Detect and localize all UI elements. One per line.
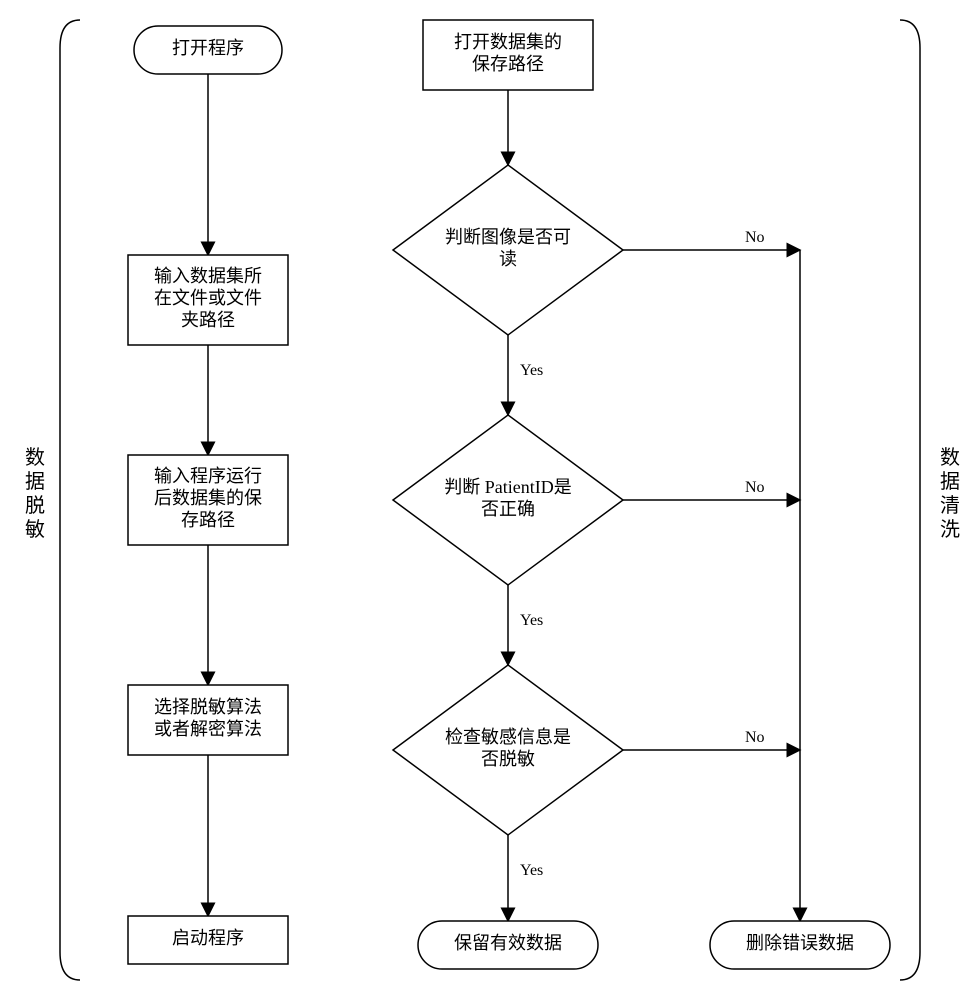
edge-label-yes3: Yes (520, 862, 543, 879)
svg-text:清: 清 (940, 494, 960, 517)
svg-text:据: 据 (25, 470, 45, 493)
node-r6: 删除错误数据 (710, 921, 890, 969)
svg-text:否正确: 否正确 (481, 499, 535, 519)
svg-text:后数据集的保: 后数据集的保 (154, 488, 262, 508)
svg-text:打开数据集的: 打开数据集的 (454, 32, 562, 52)
edge-label-no3: No (745, 729, 765, 746)
svg-text:敏: 敏 (25, 518, 45, 541)
edge-label-yes1: Yes (520, 362, 543, 379)
svg-text:读: 读 (499, 249, 517, 269)
right-bracket (900, 20, 920, 980)
right-section-label: 数据清洗 (940, 446, 960, 541)
svg-text:或者解密算法: 或者解密算法 (154, 719, 262, 739)
svg-text:否脱敏: 否脱敏 (481, 749, 535, 769)
node-r1: 打开数据集的保存路径 (423, 20, 593, 90)
svg-text:判断图像是否可: 判断图像是否可 (445, 227, 571, 247)
node-r4: 检查敏感信息是否脱敏 (393, 665, 623, 835)
node-l2: 输入数据集所在文件或文件夹路径 (128, 255, 288, 345)
svg-text:据: 据 (940, 470, 960, 493)
node-l5: 启动程序 (128, 916, 288, 964)
svg-text:洗: 洗 (940, 518, 960, 541)
node-l1: 打开程序 (134, 26, 282, 74)
left-bracket (60, 20, 80, 980)
svg-text:存路径: 存路径 (181, 510, 235, 530)
svg-text:输入数据集所: 输入数据集所 (154, 266, 262, 286)
svg-text:选择脱敏算法: 选择脱敏算法 (154, 697, 262, 717)
flowchart-canvas: 数据脱敏数据清洗YesYesYesNoNoNo打开程序输入数据集所在文件或文件夹… (0, 0, 978, 1000)
node-r2: 判断图像是否可读 (393, 165, 623, 335)
svg-text:删除错误数据: 删除错误数据 (746, 933, 854, 953)
svg-text:夹路径: 夹路径 (181, 310, 235, 330)
edge-label-no1: No (745, 229, 765, 246)
node-r5: 保留有效数据 (418, 921, 598, 969)
edge-label-no2: No (745, 479, 765, 496)
svg-text:打开程序: 打开程序 (172, 38, 244, 58)
svg-text:输入程序运行: 输入程序运行 (154, 466, 262, 486)
svg-text:启动程序: 启动程序 (172, 928, 244, 948)
svg-text:在文件或文件: 在文件或文件 (154, 288, 262, 308)
svg-text:保留有效数据: 保留有效数据 (454, 933, 562, 953)
svg-text:保存路径: 保存路径 (472, 54, 544, 74)
edge-label-yes2: Yes (520, 612, 543, 629)
node-l3: 输入程序运行后数据集的保存路径 (128, 455, 288, 545)
node-r3: 判断 PatientID是否正确 (393, 415, 623, 585)
svg-text:脱: 脱 (25, 494, 45, 517)
left-section-label: 数据脱敏 (25, 446, 45, 541)
svg-text:判断 PatientID是: 判断 PatientID是 (444, 477, 572, 497)
svg-text:数: 数 (25, 446, 45, 469)
node-l4: 选择脱敏算法或者解密算法 (128, 685, 288, 755)
svg-text:检查敏感信息是: 检查敏感信息是 (445, 727, 571, 747)
svg-text:数: 数 (940, 446, 960, 469)
